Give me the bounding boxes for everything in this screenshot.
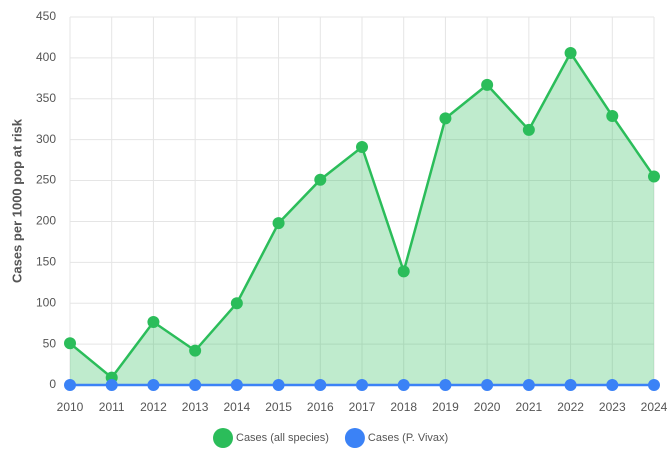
point [606,109,619,122]
y-tick-label: 350 [36,91,56,105]
legend-label: Cases (P. Vivax) [368,432,448,444]
legend-marker [344,428,365,448]
y-tick-label: 250 [36,173,56,187]
point [648,379,660,391]
point [272,217,285,230]
area-fill [70,52,654,385]
point [64,379,76,391]
point [481,379,494,391]
y-tick-label: 150 [36,255,56,269]
point [189,344,202,357]
point [439,379,452,391]
y-tick-label: 300 [36,132,56,146]
y-tick-label: 450 [36,9,56,23]
point [356,379,368,391]
x-tick-label: 2022 [557,400,584,414]
point [147,379,160,391]
y-tick-label: 0 [49,377,56,391]
point [272,379,285,391]
point [105,379,118,391]
x-tick-label: 2015 [265,400,292,414]
y-axis-label: Cases per 1000 pop at risk [9,118,24,283]
x-tick-label: 2020 [474,400,501,414]
legend-label: Cases (all species) [236,432,329,444]
point [314,173,327,186]
point [606,379,619,391]
point [397,265,410,278]
x-tick-label: 2010 [57,400,84,414]
point [564,379,577,391]
point [439,112,452,125]
x-tick-label: 2018 [390,400,417,414]
x-tick-label: 2013 [182,400,209,414]
x-tick-label: 2023 [599,400,626,414]
x-tick-label: 2017 [349,400,376,414]
x-tick-label: 2012 [140,400,167,414]
legend-marker [213,428,233,448]
point [356,141,368,154]
x-tick-label: 2024 [641,400,668,414]
y-tick-label: 50 [43,336,57,350]
point [64,337,76,350]
x-tick-label: 2014 [224,400,251,414]
point [522,123,535,136]
point [522,379,535,391]
y-tick-label: 200 [36,214,56,228]
point [397,379,410,391]
y-tick-label: 100 [36,295,56,309]
x-tick-label: 2019 [432,400,459,414]
x-tick-label: 2016 [307,400,334,414]
point [230,379,243,391]
grid [69,16,655,386]
point [648,170,660,183]
point [230,297,243,310]
x-tick-label: 2011 [99,400,125,414]
y-tick-label: 400 [36,50,56,64]
point [147,316,160,329]
point [481,78,494,91]
x-tick-label: 2021 [516,400,543,414]
point [314,379,327,391]
point [564,46,577,59]
point [189,379,202,391]
